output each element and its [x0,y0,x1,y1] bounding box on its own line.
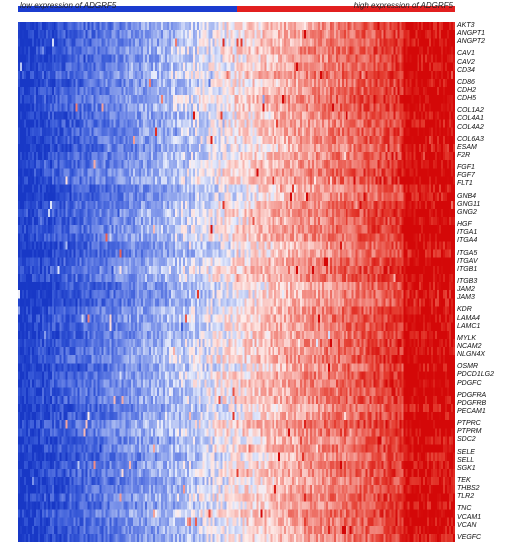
gene-label: TNC [457,505,471,512]
gene-label: PECAM1 [457,408,486,415]
gene-label: LAMC1 [457,323,480,330]
gene-label: ITGA4 [457,237,477,244]
gene-label: ANGPT1 [457,30,485,37]
gene-label: PDGFRA [457,392,486,399]
gene-label: CAV1 [457,50,475,57]
gene-label: GNG2 [457,209,477,216]
gene-label: ITGB1 [457,266,477,273]
gene-label: VCAM1 [457,514,481,521]
row-labels: AKT3ANGPT1ANGPT2 CAV1 CAV2CD34 CD86CDH2CDH5… [457,22,511,542]
colorbar-strip [18,6,455,12]
gene-label: TEK [457,477,471,484]
colorbar-top: low expression of ADGRF5 high expression… [18,6,455,20]
gene-label: JAM2 [457,286,475,293]
gene-label: PDCD1LG2 [457,371,494,378]
gene-label: PDGFRB [457,400,486,407]
gene-label: SGK1 [457,465,476,472]
gene-label: CAV2 [457,59,475,66]
gene-label: COL4A2 [457,124,484,131]
gene-label: THBS2 [457,485,480,492]
gene-label: GNG11 [457,201,480,208]
gene-label: ANGPT2 [457,38,485,45]
gene-label: SELL [457,457,474,464]
gene-label: HGF [457,221,472,228]
gene-label: CD34 [457,67,475,74]
heatmap-area [18,22,455,542]
gene-label: VEGFC [457,534,481,541]
gene-label: COL1A2 [457,107,484,114]
gene-label: COL6A3 [457,136,484,143]
gene-label: ITGB3 [457,278,477,285]
gene-label: CD86 [457,79,475,86]
gene-label: KDR [457,306,472,313]
heatmap-canvas [18,22,455,542]
gene-label: AKT3 [457,22,475,29]
gene-label: LAMA4 [457,315,480,322]
gene-label: ITGAV [457,258,478,265]
gene-label: F2R [457,152,470,159]
gene-label: SDC2 [457,436,476,443]
gene-label: PTPRM [457,428,482,435]
gene-label: ITGA1 [457,229,477,236]
gene-label: VCAN [457,522,476,529]
colorbar-high [237,6,456,12]
gene-label: CDH2 [457,87,476,94]
gene-label: FGF1 [457,164,475,171]
gene-label: JAM3 [457,294,475,301]
gene-label: ITGA5 [457,250,477,257]
colorbar-low [18,6,237,12]
gene-label: PTPRC [457,420,481,427]
gene-label: ESAM [457,144,477,151]
gene-label: SELE [457,449,475,456]
gene-label: PDGFC [457,380,482,387]
gene-label: FLT1 [457,180,473,187]
gene-label: NCAM2 [457,343,482,350]
gene-label: OSMR [457,363,478,370]
gene-label: FGF7 [457,172,475,179]
gene-label: TLR2 [457,493,474,500]
heatmap-figure: low expression of ADGRF5 high expression… [0,0,515,550]
gene-label: NLGN4X [457,351,485,358]
gene-label: GNB4 [457,193,476,200]
gene-label: COL4A1 [457,115,484,122]
gene-label: CDH5 [457,95,476,102]
gene-label: MYLK [457,335,476,342]
